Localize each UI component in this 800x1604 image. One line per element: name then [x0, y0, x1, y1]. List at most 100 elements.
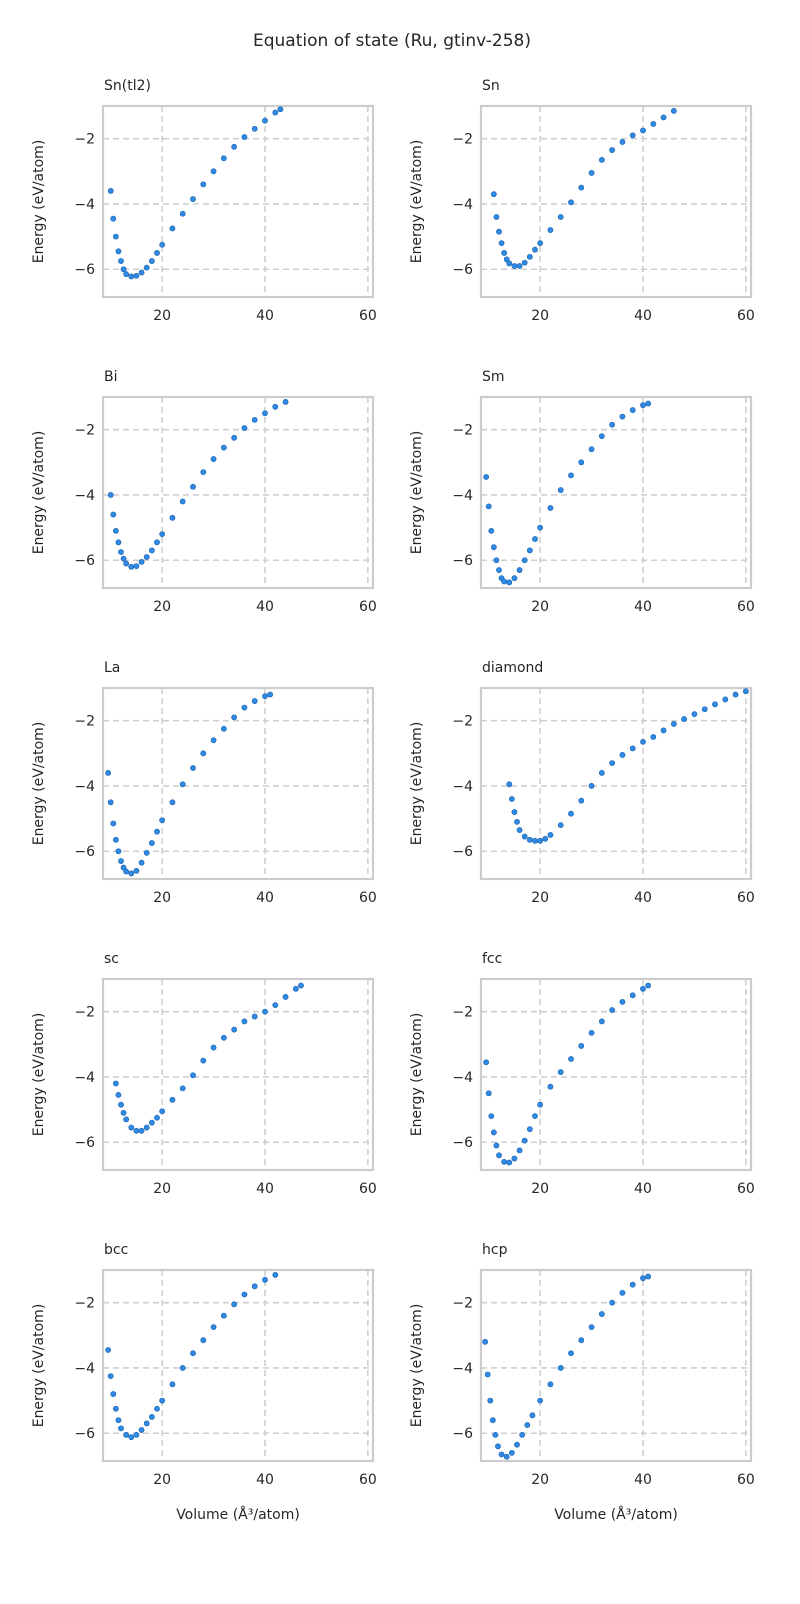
x-tick-label: 40 — [256, 308, 274, 324]
data-point — [210, 1044, 217, 1051]
x-tick-label: 60 — [359, 308, 377, 324]
data-point — [501, 578, 508, 585]
y-tick-label: −2 — [74, 1005, 95, 1021]
data-point — [508, 1449, 515, 1456]
figure-title: Equation of state (Ru, gtinv-258) — [253, 31, 531, 51]
data-point — [148, 547, 155, 554]
data-point — [609, 421, 616, 428]
data-point — [200, 750, 207, 757]
data-point — [169, 1381, 176, 1388]
panel-title: Sn — [482, 78, 500, 94]
data-point — [640, 402, 646, 409]
data-point — [123, 868, 130, 875]
panel-title: Sm — [482, 369, 505, 385]
data-point — [588, 1029, 595, 1036]
x-tick-label: 40 — [256, 1472, 274, 1488]
data-point — [154, 828, 160, 835]
data-point — [148, 840, 155, 846]
data-point — [524, 1422, 531, 1428]
data-point — [537, 837, 544, 844]
data-point — [526, 836, 533, 843]
data-point — [148, 258, 155, 264]
x-tick-label: 40 — [256, 599, 274, 615]
data-point — [210, 737, 217, 744]
y-tick-label: −4 — [452, 1361, 473, 1377]
data-point — [128, 1124, 135, 1131]
data-point — [123, 1116, 130, 1123]
data-point — [154, 539, 160, 546]
data-point — [493, 1142, 500, 1149]
data-point — [115, 1417, 122, 1424]
data-point — [115, 248, 122, 255]
data-point — [231, 143, 238, 150]
data-point — [742, 688, 749, 695]
data-point — [231, 434, 238, 441]
data-point — [609, 760, 616, 766]
y-axis-label: Energy (eV/atom) — [409, 1013, 425, 1137]
data-point — [516, 263, 523, 269]
data-point — [514, 818, 520, 825]
panel-diamond: diamond 20 40 60 −2 −4 −6 Energy (eV/atom) — [409, 660, 755, 906]
data-point — [506, 781, 513, 788]
data-point — [506, 579, 513, 586]
data-point — [629, 745, 636, 752]
x-tick-label: 20 — [153, 1181, 171, 1197]
x-tick-label: 20 — [153, 890, 171, 906]
x-tick-label: 60 — [359, 1181, 377, 1197]
data-point — [578, 1043, 585, 1049]
panel-sc: sc 20 40 60 −2 −4 −6 Energy (eV/atom) — [31, 951, 377, 1197]
data-point — [489, 1417, 496, 1424]
data-point — [169, 1096, 176, 1103]
data-point — [557, 1365, 564, 1371]
panel-bcc: bcc 20 40 60 −2 −4 −6 Energy (eV/atom) Volume (Å… — [31, 1242, 377, 1523]
data-point — [488, 1113, 495, 1120]
data-point — [645, 1273, 652, 1280]
data-point — [138, 1427, 145, 1433]
data-point — [501, 250, 508, 256]
y-tick-label: −4 — [452, 779, 473, 795]
data-point — [681, 716, 688, 722]
y-tick-label: −2 — [452, 423, 473, 439]
data-point — [159, 817, 166, 824]
data-point — [200, 469, 207, 475]
data-point — [495, 1443, 501, 1450]
data-point — [629, 1281, 636, 1288]
data-point — [298, 982, 304, 989]
data-point — [532, 246, 538, 253]
data-point — [732, 691, 739, 698]
data-point — [619, 139, 626, 145]
y-tick-label: −2 — [74, 1296, 95, 1312]
axes-frame — [479, 977, 753, 1172]
data-point — [272, 1271, 279, 1278]
data-point — [526, 253, 533, 260]
data-point — [498, 240, 505, 247]
data-point — [496, 567, 502, 573]
data-point — [506, 260, 513, 267]
data-point — [143, 264, 150, 271]
x-tick-label: 40 — [634, 890, 652, 906]
data-point — [493, 214, 500, 220]
data-point — [483, 1059, 490, 1066]
data-point — [251, 1283, 258, 1290]
data-point — [660, 114, 667, 121]
y-axis-label: Energy (eV/atom) — [31, 431, 47, 555]
data-point — [547, 1083, 554, 1090]
y-axis-label: Energy (eV/atom) — [31, 1304, 47, 1428]
data-point — [650, 734, 657, 740]
data-point — [231, 1026, 238, 1033]
data-point — [598, 769, 605, 776]
data-point — [598, 433, 605, 440]
data-point — [148, 1119, 155, 1126]
data-point — [492, 1431, 499, 1438]
data-point — [506, 1159, 513, 1166]
y-tick-label: −6 — [452, 844, 473, 860]
data-point — [143, 849, 150, 856]
data-point — [482, 1338, 489, 1345]
data-point — [110, 215, 117, 222]
data-point — [490, 544, 497, 551]
data-point — [508, 796, 515, 802]
data-point — [557, 214, 564, 220]
data-point — [118, 1101, 124, 1108]
y-tick-label: −6 — [74, 1135, 95, 1151]
x-tick-label: 60 — [737, 1472, 755, 1488]
